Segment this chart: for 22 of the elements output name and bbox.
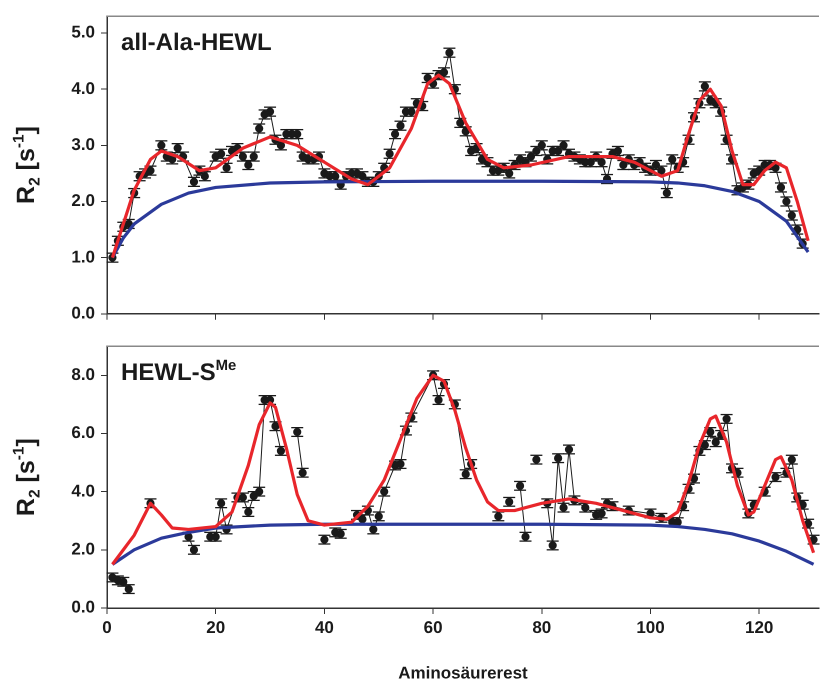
- y-tick-label: 4.0: [71, 78, 95, 98]
- y-tick-label: 2.0: [71, 191, 95, 210]
- y-tick-label: 8.0: [71, 364, 95, 384]
- y-tick-label: 1.0: [71, 247, 95, 266]
- y-tick-label: 3.0: [71, 135, 95, 154]
- y-tick-label: 2.0: [71, 540, 95, 559]
- x-axis-title: Aminosäurerest: [398, 663, 528, 682]
- x-tick-label: 120: [745, 618, 774, 637]
- y-tick-label: 5.0: [71, 22, 95, 42]
- x-tick-label: 100: [636, 618, 665, 637]
- y-tick-label: 0.0: [71, 303, 95, 322]
- y-tick-label: 6.0: [71, 423, 95, 442]
- x-tick-label: 80: [532, 618, 552, 637]
- y-axis-title: R2 [s-1]: [10, 126, 44, 204]
- x-tick-label: 20: [206, 618, 226, 637]
- x-tick-label: 0: [102, 618, 112, 637]
- x-tick-label: 40: [314, 618, 334, 637]
- y-axis-title: R2 [s-1]: [10, 438, 44, 516]
- y-tick-label: 4.0: [71, 481, 95, 500]
- text: all-Ala-HEWL: [121, 29, 272, 56]
- y-tick-label: 0.0: [71, 598, 95, 617]
- x-tick-label: 60: [424, 618, 443, 637]
